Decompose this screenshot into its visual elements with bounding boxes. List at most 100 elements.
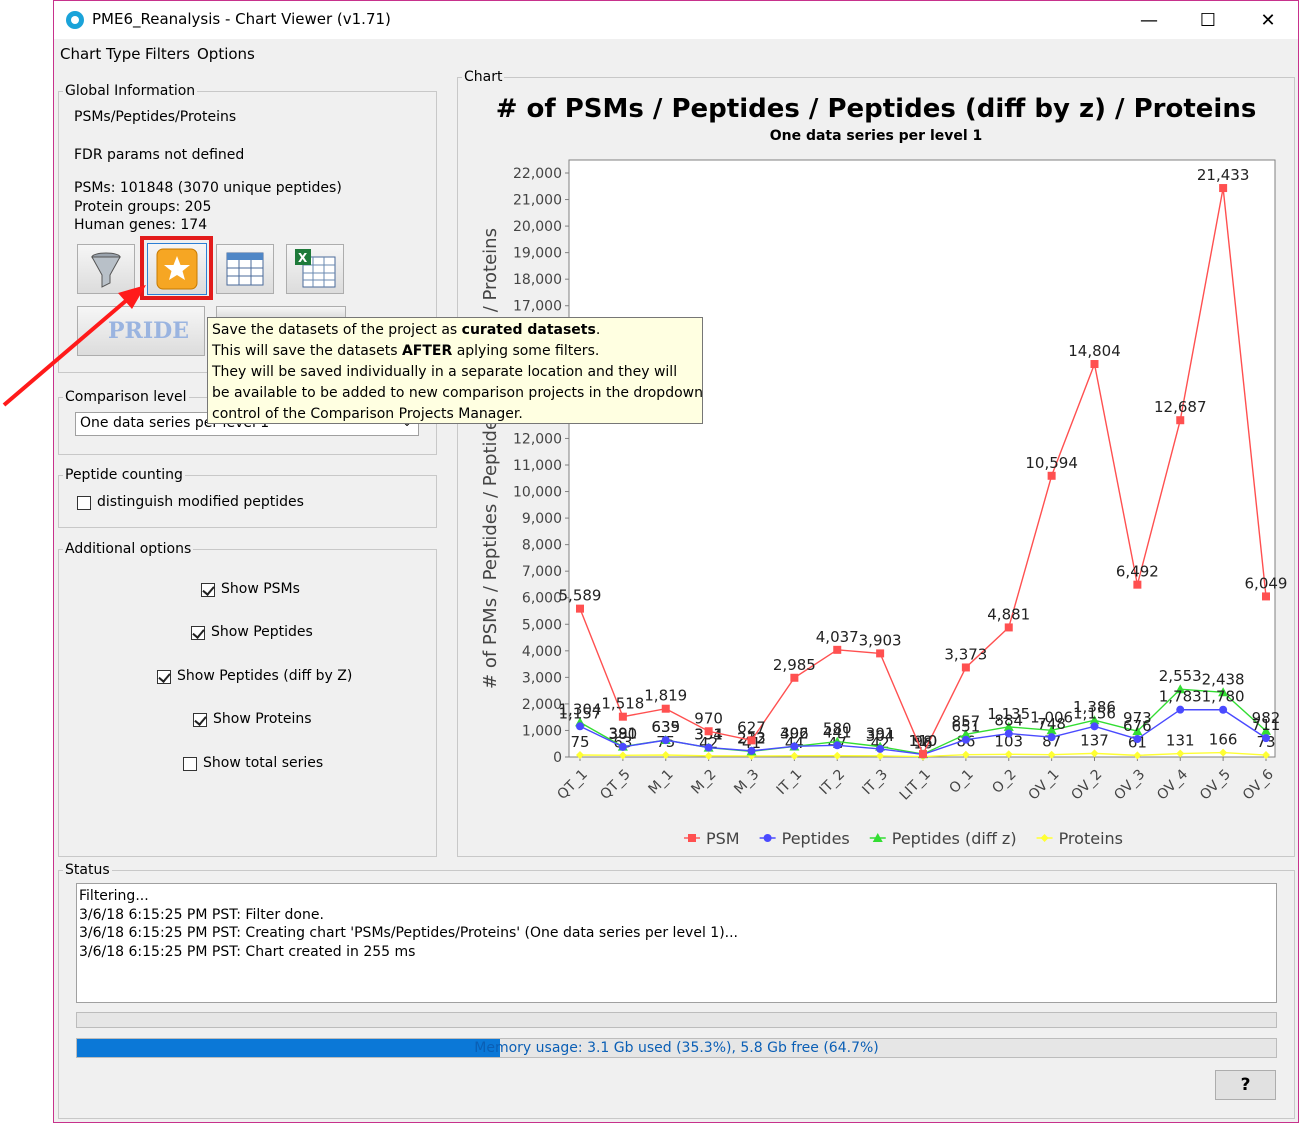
table-view-button[interactable] bbox=[216, 244, 274, 294]
show-peptides-label: Show Peptides bbox=[211, 624, 313, 640]
info-fdr: FDR params not defined bbox=[74, 147, 245, 163]
data-label: 676 bbox=[1123, 717, 1152, 735]
data-point bbox=[1219, 748, 1228, 757]
show-peptides-checkbox[interactable] bbox=[191, 626, 205, 640]
data-point bbox=[1175, 684, 1186, 694]
data-point bbox=[1004, 750, 1013, 759]
y-tick-label: 18,000 bbox=[513, 272, 562, 288]
minimize-button[interactable]: — bbox=[1140, 9, 1158, 31]
data-point bbox=[1004, 623, 1013, 632]
y-tick-label: 6,000 bbox=[522, 591, 562, 607]
maximize-button[interactable]: ☐ bbox=[1199, 9, 1217, 31]
data-label: 973 bbox=[1123, 709, 1152, 727]
distinguish-modified-checkbox[interactable] bbox=[77, 496, 91, 510]
data-label: 2,985 bbox=[773, 656, 816, 674]
x-tick-label: OV_4 bbox=[1154, 766, 1191, 803]
distinguish-modified-label: distinguish modified peptides bbox=[97, 494, 304, 510]
show-proteins-checkbox[interactable] bbox=[193, 713, 207, 727]
status-line: 3/6/18 6:15:25 PM PST: Chart created in … bbox=[79, 943, 416, 960]
data-label: 1,780 bbox=[1202, 688, 1245, 706]
data-point bbox=[961, 750, 970, 759]
data-point bbox=[1003, 721, 1014, 731]
data-label: 1,304 bbox=[559, 700, 602, 718]
y-tick-label: 1,000 bbox=[522, 723, 562, 739]
status-line: Filtering... bbox=[79, 888, 149, 904]
data-label: 1,156 bbox=[1073, 704, 1116, 722]
title-bar[interactable] bbox=[54, 1, 1298, 39]
data-point bbox=[1219, 705, 1228, 714]
show-psms-checkbox[interactable] bbox=[201, 583, 215, 597]
extra-button[interactable] bbox=[216, 306, 346, 318]
funnel-icon bbox=[91, 252, 121, 288]
legend-label: Peptides (diff z) bbox=[892, 829, 1017, 848]
data-label: 884 bbox=[994, 712, 1023, 730]
x-tick-label: IT_3 bbox=[859, 767, 891, 799]
y-tick-label: 7,000 bbox=[522, 564, 562, 580]
status-log[interactable]: Filtering... 3/6/18 6:15:25 PM PST: Filt… bbox=[76, 883, 1277, 1003]
show-total-checkbox[interactable] bbox=[183, 757, 197, 771]
menu-chart-type[interactable]: Chart Type bbox=[60, 45, 141, 63]
data-point bbox=[661, 751, 670, 760]
data-label: 635 bbox=[651, 718, 680, 736]
data-point bbox=[961, 735, 970, 744]
data-point bbox=[1132, 726, 1143, 736]
data-point bbox=[747, 746, 756, 755]
data-point bbox=[1047, 750, 1056, 759]
data-point bbox=[1089, 715, 1100, 725]
data-point bbox=[1262, 751, 1270, 760]
data-point bbox=[1046, 725, 1057, 735]
data-label: 982 bbox=[1252, 709, 1281, 727]
y-tick-label: 12,000 bbox=[513, 431, 562, 447]
curated-datasets-button[interactable] bbox=[147, 243, 207, 295]
additional-options-legend: Additional options bbox=[65, 541, 192, 557]
data-point bbox=[833, 751, 842, 760]
x-tick-label: QT_5 bbox=[597, 767, 633, 803]
y-tick-label: 0 bbox=[553, 750, 562, 766]
data-point bbox=[1090, 722, 1099, 731]
window-title: PME6_Reanalysis - Chart Viewer (v1.71) bbox=[92, 10, 391, 28]
data-label: 12,687 bbox=[1154, 398, 1207, 416]
filter-button[interactable] bbox=[77, 244, 135, 294]
info-title: PSMs/Peptides/Proteins bbox=[74, 109, 237, 125]
show-total-label: Show total series bbox=[203, 755, 324, 771]
data-point bbox=[1262, 734, 1270, 743]
info-psms: PSMs: 101848 (3070 unique peptides) bbox=[74, 180, 342, 196]
data-label: 304 bbox=[866, 727, 895, 745]
data-point bbox=[1219, 184, 1228, 193]
data-label: 103 bbox=[994, 732, 1023, 750]
legend-marker bbox=[688, 834, 696, 842]
menu-filters[interactable]: Filters bbox=[145, 45, 190, 63]
show-peptides-z-checkbox[interactable] bbox=[157, 670, 171, 684]
data-label: 1,386 bbox=[1073, 698, 1116, 716]
y-tick-label: 19,000 bbox=[513, 246, 562, 262]
data-label: 651 bbox=[952, 718, 981, 736]
x-tick-label: O_2 bbox=[989, 767, 1019, 797]
y-tick-label: 4,000 bbox=[522, 644, 562, 660]
x-tick-label: O_1 bbox=[946, 767, 976, 797]
data-point bbox=[1218, 687, 1229, 697]
data-label: 970 bbox=[694, 709, 723, 727]
y-tick-label: 17,000 bbox=[513, 299, 562, 315]
data-point bbox=[919, 750, 927, 759]
help-button[interactable]: ? bbox=[1215, 1070, 1276, 1100]
legend-marker bbox=[1040, 834, 1049, 842]
pride-button[interactable]: PRIDE bbox=[77, 306, 205, 356]
data-point bbox=[1090, 749, 1099, 758]
menu-options[interactable]: Options bbox=[197, 45, 255, 63]
excel-icon: X bbox=[295, 249, 336, 288]
task-progress-bar bbox=[76, 1012, 1277, 1028]
data-label: 1,135 bbox=[987, 705, 1030, 723]
export-excel-button[interactable]: X bbox=[286, 244, 344, 294]
chart-title: # of PSMs / Peptides / Peptides (diff by… bbox=[495, 94, 1257, 124]
data-point bbox=[876, 649, 885, 658]
y-tick-label: 21,000 bbox=[513, 193, 562, 209]
comparison-level-legend: Comparison level bbox=[65, 389, 187, 405]
data-label: 3,373 bbox=[944, 645, 987, 663]
data-label: 4,881 bbox=[987, 605, 1030, 623]
data-label: 4,037 bbox=[816, 628, 859, 646]
close-button[interactable]: ✕ bbox=[1260, 9, 1276, 31]
peptide-counting-panel: Peptide counting bbox=[58, 467, 437, 528]
status-line: 3/6/18 6:15:25 PM PST: Filter done. bbox=[79, 906, 324, 923]
memory-usage-bar: Memory usage: 3.1 Gb used (35.3%), 5.8 G… bbox=[76, 1038, 1277, 1058]
memory-usage-text: Memory usage: 3.1 Gb used (35.3%), 5.8 G… bbox=[474, 1040, 879, 1056]
